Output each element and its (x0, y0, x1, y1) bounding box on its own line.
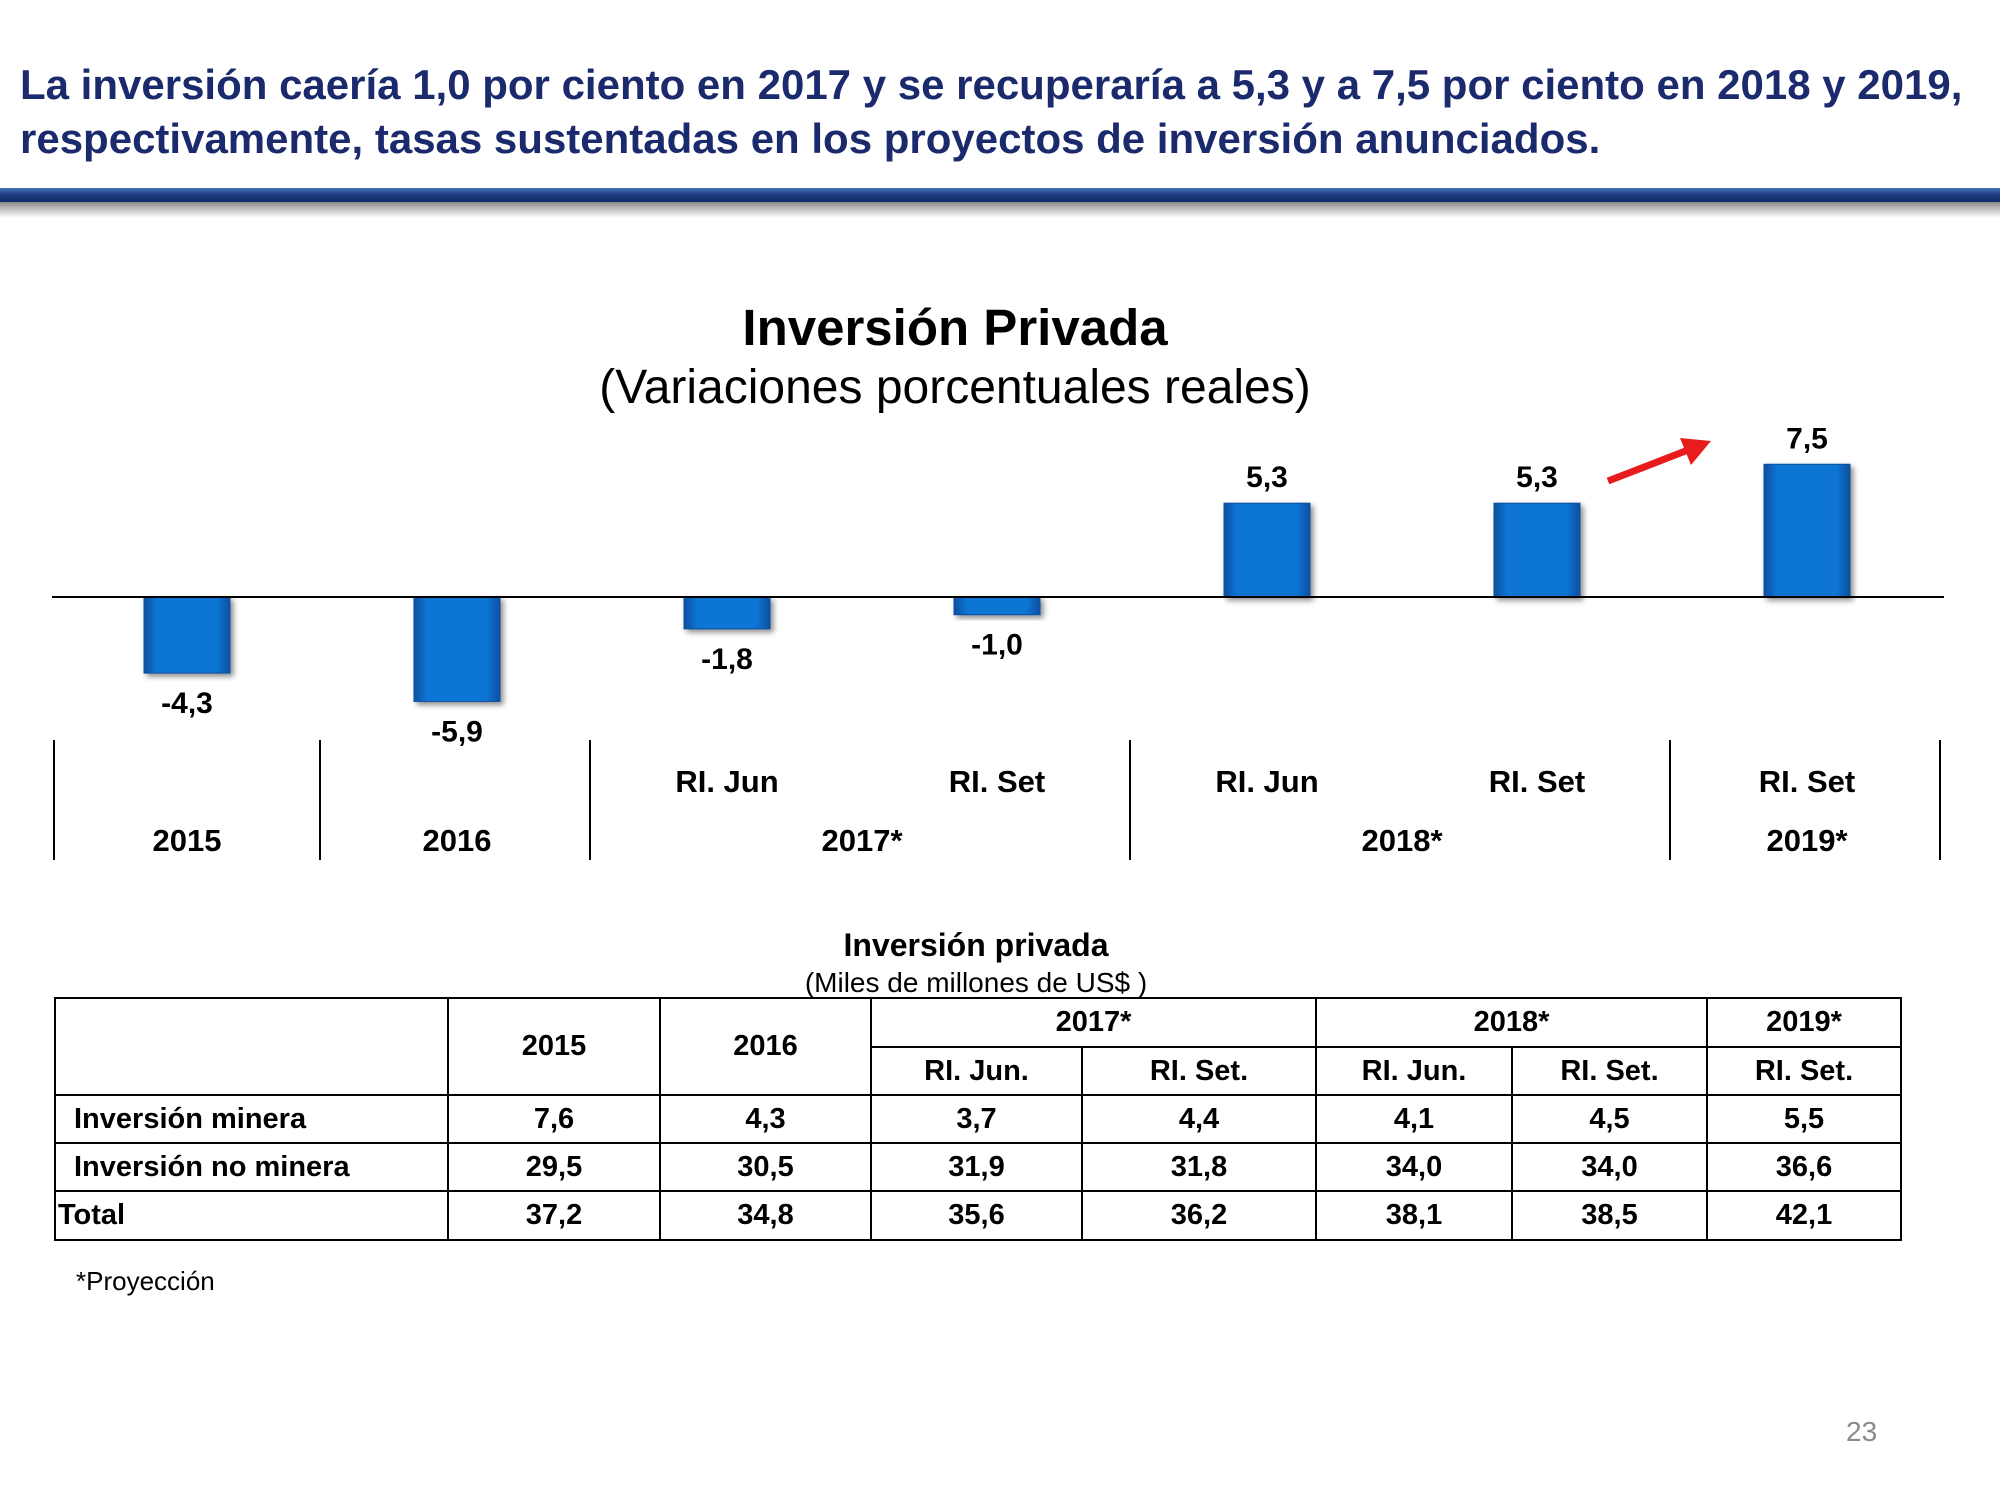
table-cell: 37,2 (447, 1190, 661, 1241)
category-sublabel: RI. Jun (675, 764, 778, 799)
table-cell: 29,5 (447, 1142, 661, 1192)
row-label: Total (54, 1190, 449, 1241)
table-cell: 5,5 (1706, 1094, 1902, 1144)
table-header-sub: RI. Jun. (870, 1046, 1083, 1096)
table-cell: 4,5 (1511, 1094, 1708, 1144)
category-sublabel: RI. Set (1489, 764, 1585, 799)
table-header-sub: RI. Set. (1706, 1046, 1902, 1096)
table-header-year: 2018* (1315, 997, 1708, 1048)
bar (143, 596, 231, 674)
data-label: 5,3 (1516, 461, 1558, 494)
table-header-sub: RI. Jun. (1315, 1046, 1513, 1096)
category-year-label: 2019* (1766, 823, 1848, 858)
chart-title: Inversión Privada (742, 299, 1168, 356)
page-number: 23 (1846, 1416, 1878, 1447)
trend-arrow (1606, 438, 1711, 485)
category-sublabel: RI. Jun (1215, 764, 1318, 799)
bar-chart: -4,3 -5,9 -1,8 -1,0 5,3 5,3 7,5 RI. Jun RI. Set… (52, 422, 1944, 860)
table-header-year: 2017* (870, 997, 1317, 1048)
table-header-sub: RI. Set. (1511, 1046, 1708, 1096)
data-label: -4,3 (161, 687, 213, 720)
table-cell: 3,7 (870, 1094, 1083, 1144)
table-cell: 4,1 (1315, 1094, 1513, 1144)
category-sublabel: RI. Set (949, 764, 1045, 799)
data-label: 7,5 (1786, 422, 1828, 455)
category-sublabel: RI. Set (1759, 764, 1855, 799)
table-cell: 34,8 (659, 1190, 872, 1241)
table-units: (Miles de millones de US$ ) (804, 967, 1148, 998)
table-cell: 4,3 (659, 1094, 872, 1144)
table-corner-cell (54, 997, 449, 1096)
data-label: -1,0 (971, 629, 1023, 662)
headline: La inversión caería 1,0 por ciento en 20… (20, 61, 1963, 162)
bar (413, 596, 501, 702)
data-label: -1,8 (701, 643, 753, 676)
table-header-year: 2016 (659, 997, 872, 1096)
bar (683, 596, 771, 630)
table-cell: 38,5 (1511, 1190, 1708, 1241)
header-rule-shadow (0, 202, 2000, 218)
table-cell: 36,6 (1706, 1142, 1902, 1192)
table-cell: 35,6 (870, 1190, 1083, 1241)
footnote: *Proyección (76, 1266, 215, 1296)
table-cell: 30,5 (659, 1142, 872, 1192)
bar (1223, 502, 1311, 598)
category-year-label: 2018* (1361, 823, 1443, 858)
table-cell: 36,2 (1081, 1190, 1317, 1241)
table-header-year: 2019* (1706, 997, 1902, 1048)
table-cell: 38,1 (1315, 1190, 1513, 1241)
bar (1493, 502, 1581, 598)
table-row-total: Total 37,2 34,8 35,6 36,2 38,1 38,5 42,1 (54, 1190, 1902, 1241)
category-year-label: 2017* (821, 823, 903, 858)
header-rule (0, 188, 2000, 202)
table-cell: 34,0 (1511, 1142, 1708, 1192)
data-label: 5,3 (1246, 461, 1288, 494)
table-title: Inversión privada (843, 927, 1109, 963)
investment-table: 2015 2016 2017* 2018* 2019* RI. Jun. RI.… (54, 997, 1902, 1241)
table-row: Inversión minera 7,6 4,3 3,7 4,4 4,1 4,5… (54, 1094, 1902, 1144)
table-header-year: 2015 (447, 997, 661, 1096)
table-cell: 7,6 (447, 1094, 661, 1144)
chart-subtitle: (Variaciones porcentuales reales) (599, 361, 1311, 414)
table-header-sub: RI. Set. (1081, 1046, 1317, 1096)
bar (953, 596, 1041, 616)
table-cell: 4,4 (1081, 1094, 1317, 1144)
category-year-label: 2015 (153, 823, 222, 858)
table-cell: 31,9 (870, 1142, 1083, 1192)
table-row: Inversión no minera 29,5 30,5 31,9 31,8 … (54, 1142, 1902, 1192)
table-cell: 31,8 (1081, 1142, 1317, 1192)
category-year-label: 2016 (423, 823, 492, 858)
table-cell: 42,1 (1706, 1190, 1902, 1241)
data-label: -5,9 (431, 715, 483, 748)
row-label: Inversión minera (54, 1094, 449, 1144)
bar (1763, 463, 1851, 598)
table-cell: 34,0 (1315, 1142, 1513, 1192)
row-label: Inversión no minera (54, 1142, 449, 1192)
